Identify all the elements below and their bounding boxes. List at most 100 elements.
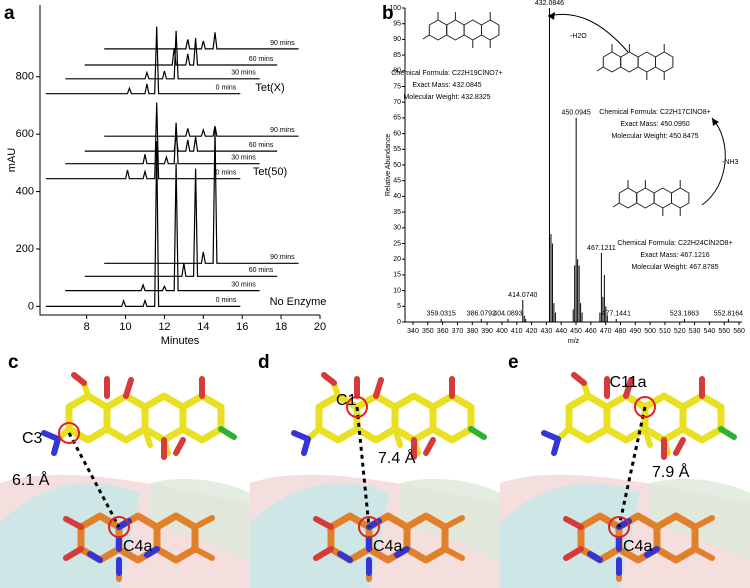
x-tick-label: 20 xyxy=(314,321,326,333)
x-tick-label: 8 xyxy=(84,321,90,333)
structure-render xyxy=(250,375,500,588)
atom-highlight xyxy=(634,396,656,418)
flavin-atom-label: C4a xyxy=(123,538,152,555)
trace xyxy=(45,141,241,307)
y-tick-label: 35 xyxy=(393,209,401,216)
trace xyxy=(84,134,278,152)
y-tick-label: 40 xyxy=(393,193,401,200)
arrowhead xyxy=(548,12,555,20)
panel-label: b xyxy=(382,3,394,24)
atom-highlight xyxy=(358,516,380,538)
x-tick-label: 16 xyxy=(236,321,248,333)
structure-panel: d C1 7.4 Å C4a xyxy=(250,352,500,588)
y-axis-label: Relative Abundance xyxy=(385,134,392,196)
trace-label: 60 mins xyxy=(249,267,274,274)
y-tick-label: 70 xyxy=(393,99,401,106)
y-tick-label: 90 xyxy=(393,36,401,43)
atom-highlight xyxy=(58,422,80,444)
trace-label: 90 mins xyxy=(270,127,295,134)
trace xyxy=(104,125,299,137)
panel-label: d xyxy=(258,352,270,373)
peak-label: 386.0792 xyxy=(467,311,496,318)
trace-label: 0 mins xyxy=(216,170,237,177)
arrow xyxy=(547,13,629,53)
species-molecular-weight: Molecular Weight: 467.8785 xyxy=(631,264,718,271)
annotation: Tet(50) xyxy=(253,166,287,178)
y-tick-label: 800 xyxy=(16,71,34,83)
x-tick-label: 10 xyxy=(119,321,131,333)
x-tick-label: 380 xyxy=(466,328,478,335)
panel-b: b051015202530354045505560657075808590951… xyxy=(382,0,745,345)
peak-label: 523.1863 xyxy=(670,311,699,318)
y-tick-label: 15 xyxy=(393,272,401,279)
arrowhead xyxy=(712,118,719,126)
peak-label: 477.1441 xyxy=(602,311,631,318)
structure-panel: c C3 6.1 Å C4a xyxy=(0,352,250,588)
y-tick-label: 60 xyxy=(393,130,401,137)
atom-label: C11a xyxy=(609,374,646,391)
y-tick-label: 200 xyxy=(16,243,34,255)
peak-label: 450.0945 xyxy=(562,110,591,117)
x-tick-label: 540 xyxy=(704,328,716,335)
y-tick-label: 5 xyxy=(397,303,401,310)
trace-label: 30 mins xyxy=(231,155,256,162)
trace-label: 30 mins xyxy=(231,281,256,288)
peak-label: 552.8164 xyxy=(714,311,743,318)
trace-label: 60 mins xyxy=(249,142,274,149)
annotation: Tet(X) xyxy=(255,82,284,94)
trace xyxy=(45,26,241,95)
species-formula: Chemical Formula: C22H17ClNO8+ xyxy=(599,109,710,116)
y-tick-label: 0 xyxy=(397,319,401,326)
peak-label: 467.1211 xyxy=(587,245,616,252)
trace-label: 60 mins xyxy=(249,56,274,63)
x-tick-label: 390 xyxy=(481,328,493,335)
x-tick-label: 550 xyxy=(718,328,730,335)
trace-label: 30 mins xyxy=(231,70,256,77)
peak-label: 359.0315 xyxy=(427,311,456,318)
x-tick-label: 340 xyxy=(407,328,419,335)
x-tick-label: 350 xyxy=(422,328,434,335)
atom-highlight xyxy=(346,396,368,418)
panel-a: a 0 200 400 600 800 8 10 12 14 16 18 20 Minutes mAU 0 m… xyxy=(4,3,326,347)
structure-panel: e C11a 7.9 Å C4a xyxy=(500,352,750,588)
x-tick-label: 560 xyxy=(733,328,745,335)
flavin-atom-label: C4a xyxy=(623,538,652,555)
y-tick-label: 10 xyxy=(393,287,401,294)
y-tick-label: 85 xyxy=(393,52,401,59)
molecule xyxy=(422,11,500,49)
peak-label: 414.0740 xyxy=(508,292,537,299)
x-tick-label: 500 xyxy=(644,328,656,335)
trace xyxy=(84,37,278,66)
species-molecular-weight: Molecular Weight: 450.8475 xyxy=(611,133,698,140)
x-tick-label: 370 xyxy=(452,328,464,335)
atom-label: C3 xyxy=(22,430,43,447)
trace-label: 0 mins xyxy=(216,85,237,92)
y-tick-label: 55 xyxy=(393,146,401,153)
peak-label: 404.0893 xyxy=(493,311,522,318)
x-tick-label: 460 xyxy=(585,328,597,335)
panel-structures: c C3 6.1 Å C4a d C1 7.4 Å C4a e C11a 7.9 Å C4a xyxy=(0,352,750,588)
peak-label: 432.0846 xyxy=(535,0,564,7)
species-exact-mass: Exact Mass: 432.0845 xyxy=(412,82,481,89)
x-tick-label: 490 xyxy=(629,328,641,335)
y-tick-label: 65 xyxy=(393,115,401,122)
y-tick-label: 95 xyxy=(393,21,401,28)
x-axis-label: Minutes xyxy=(161,335,200,347)
trace-label: 90 mins xyxy=(270,40,295,47)
x-tick-label: 530 xyxy=(689,328,701,335)
y-tick-label: 30 xyxy=(393,225,401,232)
species-exact-mass: Exact Mass: 450.0950 xyxy=(620,121,689,128)
x-tick-label: 410 xyxy=(511,328,523,335)
y-tick-label: 0 xyxy=(28,300,34,312)
axis xyxy=(404,8,742,323)
atom-label: C1 xyxy=(336,392,357,409)
x-tick-label: 420 xyxy=(526,328,538,335)
y-tick-label: 80 xyxy=(393,68,401,75)
y-tick-label: 25 xyxy=(393,240,401,247)
trace xyxy=(104,128,299,264)
x-tick-label: 450 xyxy=(570,328,582,335)
x-tick-label: 510 xyxy=(659,328,671,335)
trace-label: 90 mins xyxy=(270,254,295,261)
species-molecular-weight: Molecular Weight: 432.8325 xyxy=(403,94,490,101)
species-exact-mass: Exact Mass: 467.1216 xyxy=(640,252,709,259)
